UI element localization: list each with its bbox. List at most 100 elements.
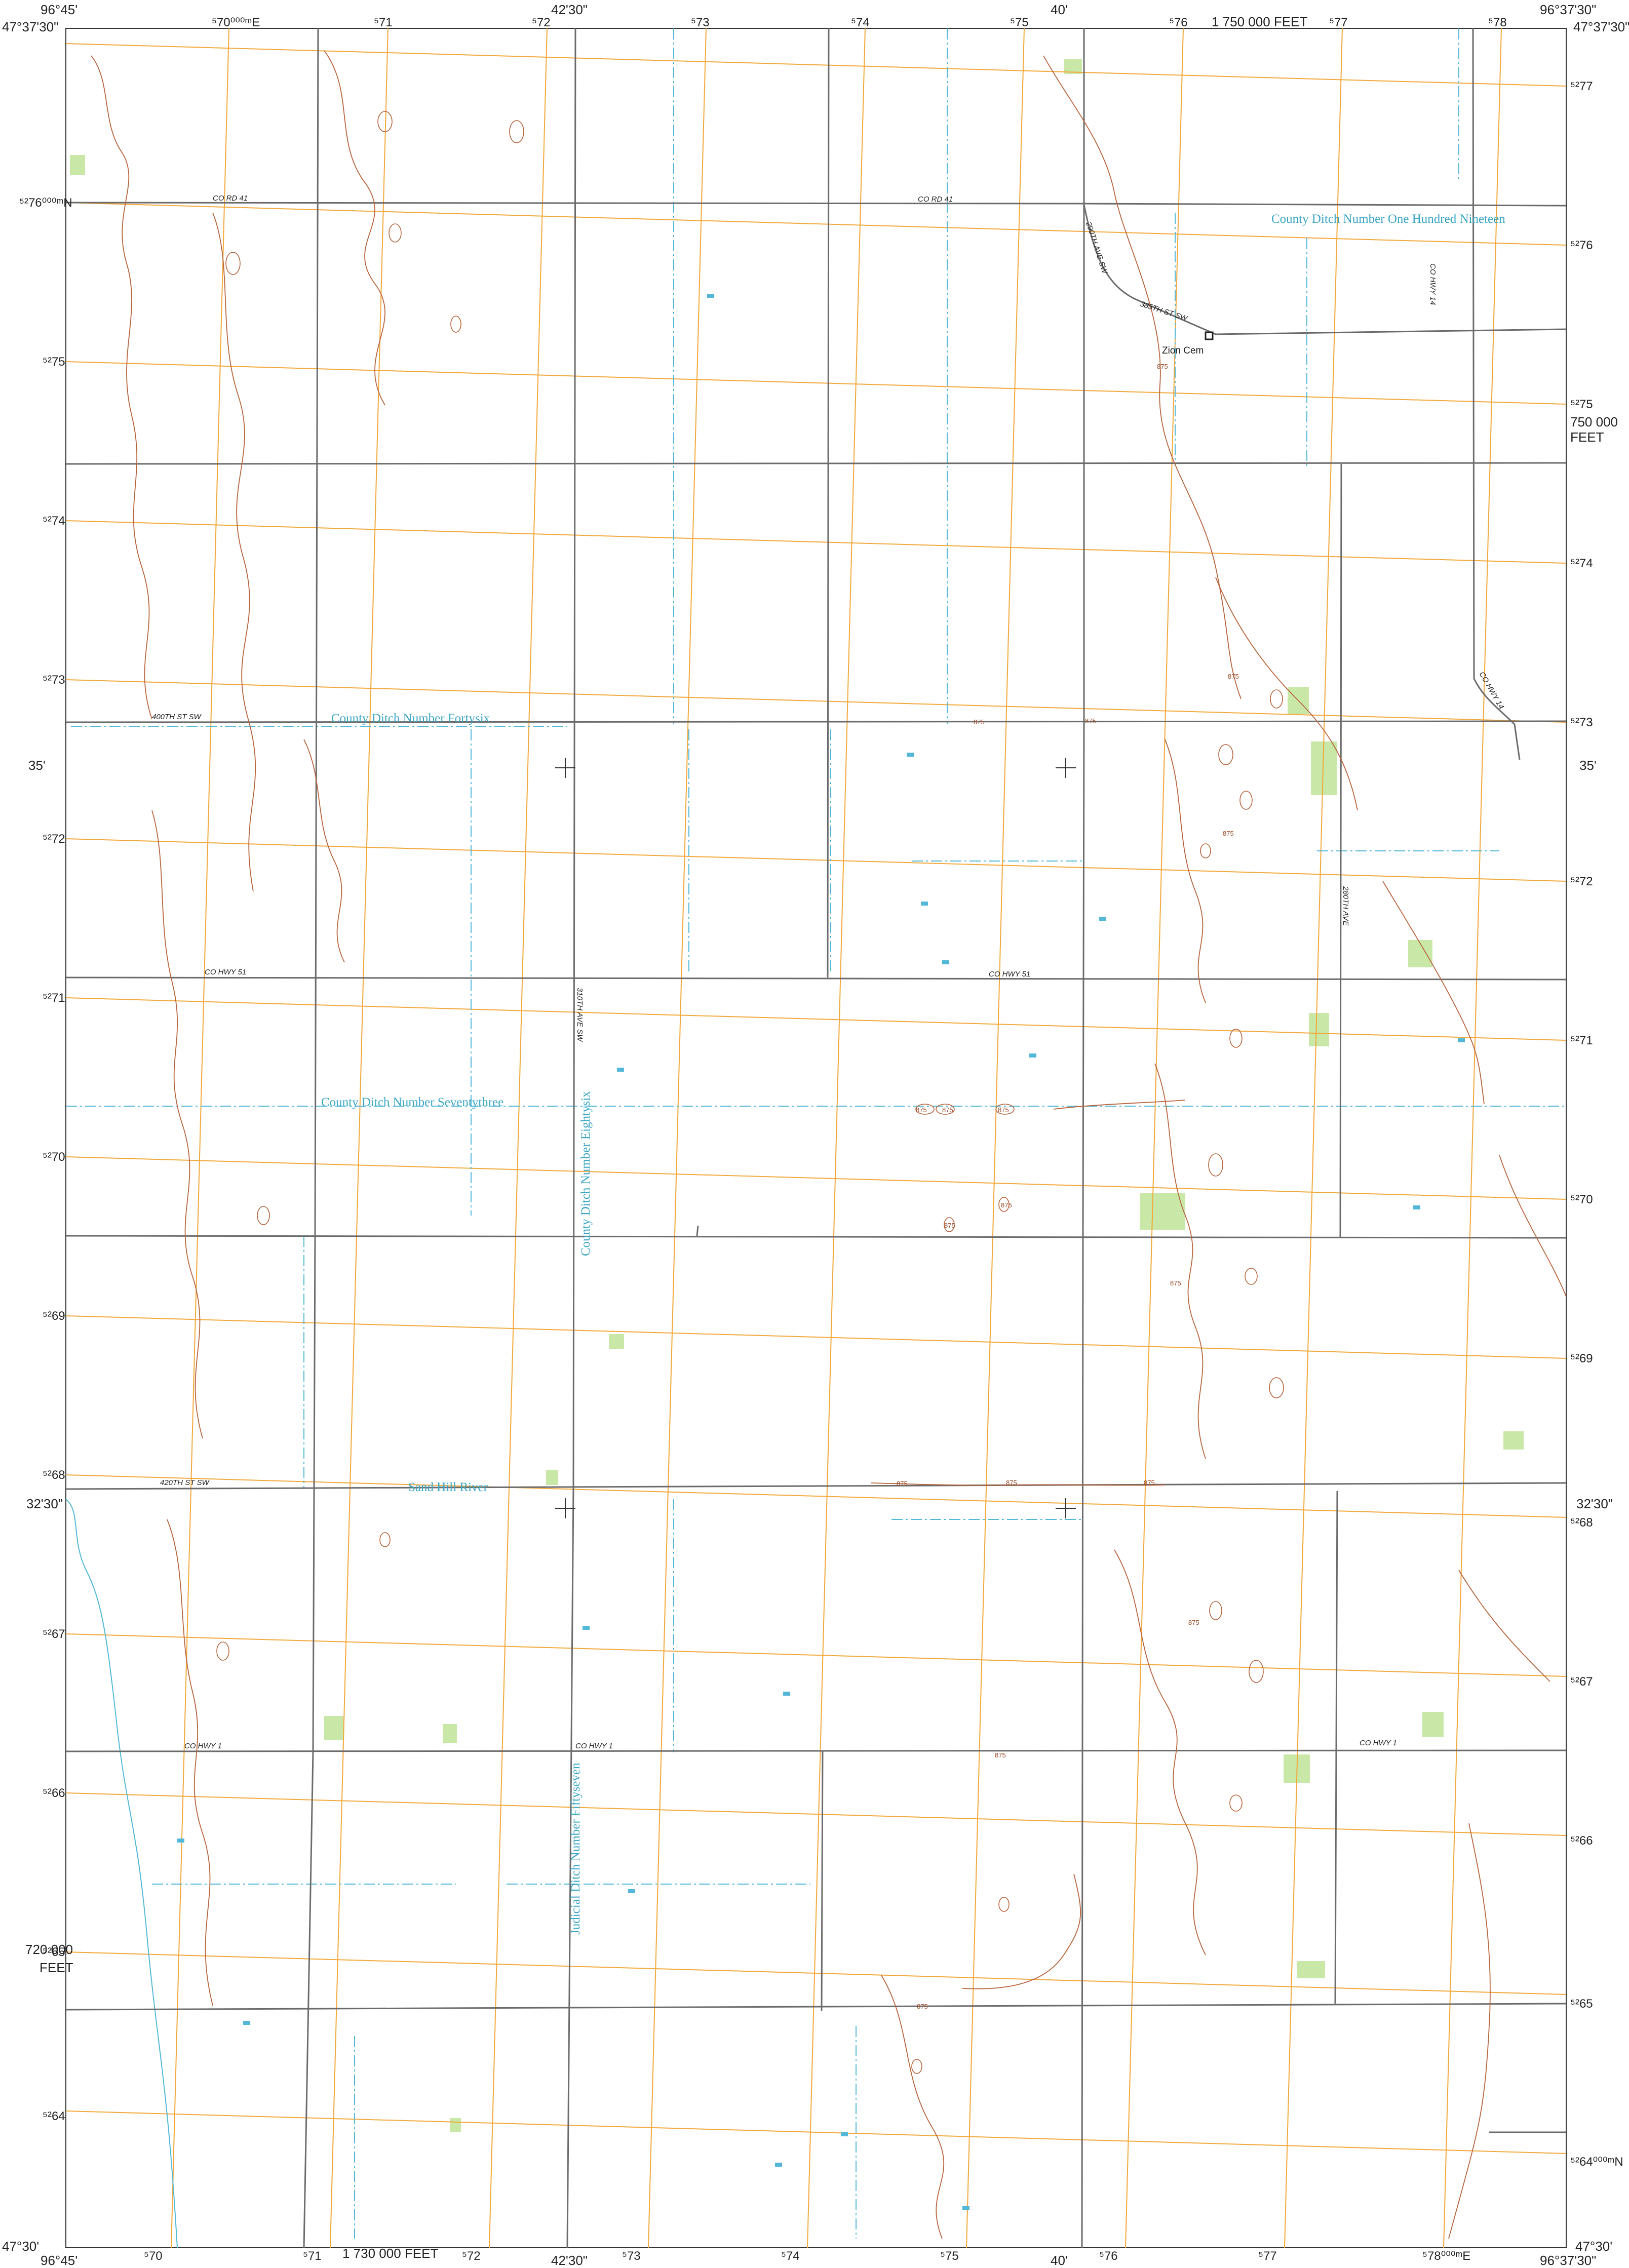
contour-label: 875: [1006, 1479, 1017, 1487]
vegetation-patch: [1140, 1193, 1185, 1230]
vegetation-patch: [1311, 741, 1337, 795]
contour-label: 875: [944, 1222, 955, 1229]
bottom-40: 40': [1051, 2253, 1068, 2268]
utm-right-label: ⁵²72: [1570, 875, 1593, 888]
utm-grid-line: [1443, 28, 1502, 2248]
contour-line: [1043, 55, 1242, 699]
contour-line: [1448, 1823, 1491, 2239]
contour-closure: [936, 1104, 955, 1115]
water-label: County Ditch Number Eightysix: [579, 1091, 593, 1256]
vegetation-patch: [450, 2118, 461, 2132]
road-label: CO HWY 1: [1360, 1739, 1397, 1747]
contours: [91, 50, 1567, 2239]
ditches: [66, 28, 1566, 2239]
contour-label: 875: [1188, 1619, 1199, 1626]
pond: [942, 960, 949, 964]
pond: [1458, 1038, 1465, 1042]
utm-left-label: ⁵²66: [43, 1786, 65, 1800]
utm-right-label: ⁵²66: [1570, 1834, 1593, 1848]
utm-top-labels: ⁵70⁰⁰⁰ᵐE ⁵71 ⁵72 ⁵73 ⁵74 ⁵75 ⁵76 ⁵77 ⁵78: [212, 16, 1507, 29]
road-label: 400TH ST SW: [152, 713, 202, 721]
contour-line: [91, 55, 152, 720]
contour-closure: [1270, 689, 1283, 709]
contour-label: 875: [1144, 1479, 1155, 1487]
water-label: Judicial Ditch Number Fiftyseven: [569, 1763, 583, 1935]
bottom-right-lon: 96°37'30": [1540, 2253, 1596, 2268]
top-right-lat: 47°37'30": [1573, 19, 1629, 34]
contour-label: 875: [998, 1106, 1009, 1114]
utm-grid-line: [65, 43, 1567, 87]
utm-right-label: ⁵²75: [1570, 398, 1593, 411]
feet-right-2: FEET: [1570, 429, 1604, 445]
utm-right-label: ⁵²67: [1570, 1675, 1593, 1689]
utm-grid-line: [1125, 28, 1184, 2248]
contour-label: 875: [1170, 1279, 1181, 1287]
contour-line: [881, 1975, 945, 2239]
contour-line: [212, 212, 256, 892]
pond: [177, 1839, 184, 1843]
utm-right-label: ⁵²69: [1570, 1352, 1593, 1365]
contour-label: 875: [995, 1751, 1006, 1759]
utm-bottom-label: ⁵78⁰⁰⁰ᵐE: [1422, 2249, 1470, 2263]
utm-left-label: ⁵²71: [43, 991, 65, 1005]
top-mid-lon: 42'30": [551, 2, 588, 17]
utm-top-label: ⁵73: [691, 16, 710, 29]
road-410th: [65, 1235, 1567, 1239]
utm-left-label: ⁵²64: [43, 2109, 65, 2123]
utm-grid-line: [65, 520, 1567, 564]
contour-line: [1499, 1154, 1567, 1297]
pond: [962, 2206, 969, 2210]
contour-line: [1114, 1549, 1206, 1956]
lat-35-left: 35': [28, 758, 46, 773]
vegetation-patch: [1309, 1013, 1329, 1046]
contour-closure: [998, 1197, 1010, 1212]
pond: [783, 1692, 790, 1696]
pond: [617, 1068, 624, 1072]
utm-right-label: ⁵²74: [1570, 557, 1593, 570]
top-left-lon: 96°45': [41, 2, 77, 17]
contour-closure: [1229, 1794, 1243, 1812]
utm-grid-line: [65, 202, 1567, 246]
road-label: CO HWY 14: [1428, 263, 1437, 305]
contour-closure: [216, 1641, 229, 1661]
utm-top-label: ⁵78: [1488, 16, 1507, 29]
utm-grid-line: [65, 361, 1567, 405]
road-vertical-center: [827, 28, 830, 978]
utm-grid-line: [648, 28, 707, 2248]
contour-closure: [225, 252, 241, 275]
contour-labels: 875 875 875 875 875 875 875 875 875 875 …: [897, 363, 1239, 2010]
utm-top-label: ⁵76: [1169, 16, 1188, 29]
bottom-right-lat: 47°30': [1575, 2239, 1612, 2254]
utm-bottom-label: ⁵70: [144, 2249, 163, 2263]
road-310th-ave-sw: [566, 28, 576, 2248]
utm-grid-line: [966, 28, 1025, 2248]
utm-right-label: ⁵²68: [1570, 1516, 1593, 1530]
contour-line: [1215, 577, 1358, 811]
road-vertical-south: [821, 1750, 824, 2011]
contour-closure: [450, 316, 461, 333]
top-left-lat: 47°37'30": [2, 19, 58, 34]
contour-closure: [995, 1104, 1015, 1115]
ponds: [177, 294, 1465, 2210]
utm-right-label: ⁵²64⁰⁰⁰ᵐN: [1570, 2155, 1623, 2169]
pond: [243, 2021, 250, 2025]
vegetation-patch: [1503, 1431, 1524, 1450]
road-label: CO RD 41: [918, 195, 953, 204]
road-385th-st-sw: [1083, 204, 1567, 335]
contour-line: [324, 50, 385, 406]
pond: [707, 294, 714, 298]
bottom-mid-lon: 42'30": [551, 2253, 588, 2268]
feet-right-1: 750 000: [1570, 414, 1618, 429]
utm-grid-line: [65, 1633, 1567, 1677]
utm-bottom-label: ⁵71: [303, 2249, 322, 2263]
contour-closure: [1209, 1601, 1222, 1620]
contour-closure: [389, 223, 402, 243]
pond: [583, 1626, 590, 1630]
contour-label: 875: [897, 1480, 908, 1488]
utm-right-label: ⁵²76: [1570, 239, 1593, 252]
road-vertical-west: [303, 28, 319, 2248]
contour-closure: [915, 1104, 935, 1115]
vegetation-patch: [324, 1716, 343, 1740]
road-label: CO HWY 1: [575, 1742, 613, 1750]
